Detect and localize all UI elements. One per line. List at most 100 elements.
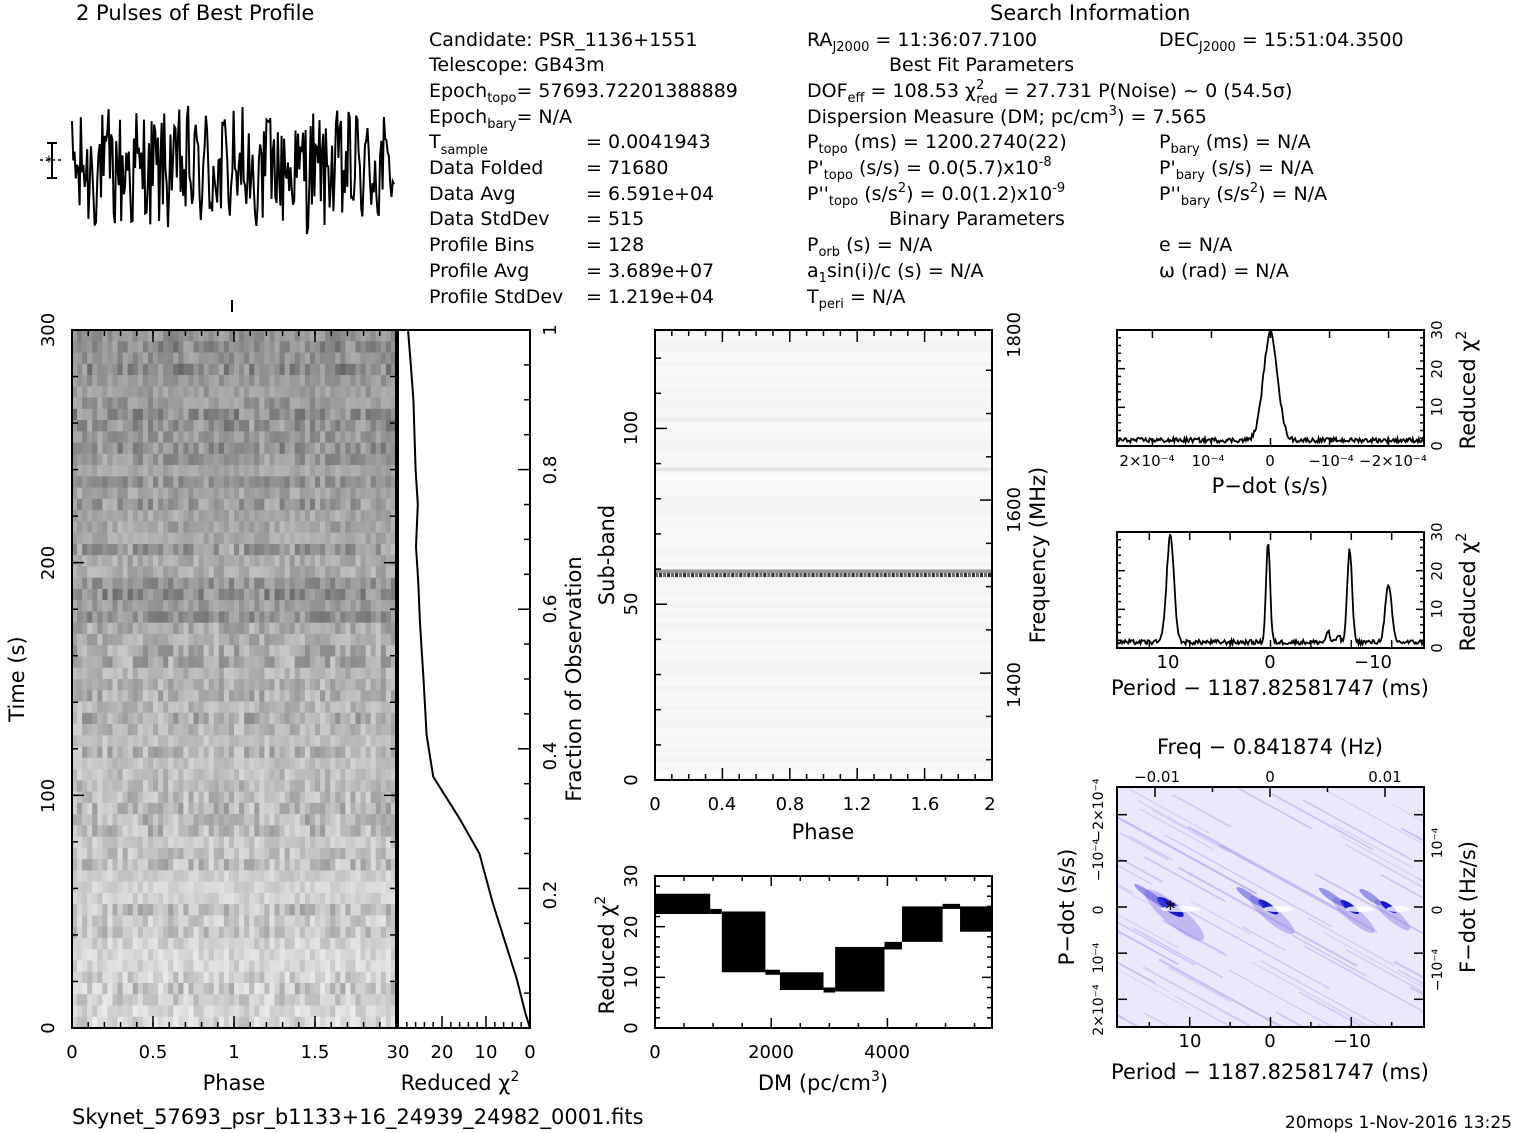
time-phase-cell bbox=[112, 633, 119, 646]
time-phase-cell bbox=[274, 386, 281, 399]
time-phase-cell bbox=[173, 679, 179, 691]
time-phase-cell bbox=[97, 915, 103, 928]
time-phase-cell bbox=[178, 859, 184, 871]
ppdot-streak bbox=[1275, 1011, 1305, 1027]
time-phase-cell bbox=[173, 442, 179, 455]
time-phase-cell bbox=[92, 498, 98, 511]
time-phase-cell bbox=[249, 622, 255, 635]
time-phase-cell bbox=[183, 746, 190, 759]
time-phase-cell bbox=[97, 836, 103, 849]
dm-ytick-1: 10 bbox=[621, 966, 642, 989]
time-phase-cell bbox=[309, 712, 316, 725]
time-phase-cell bbox=[82, 532, 88, 545]
time-phase-cell bbox=[294, 679, 301, 691]
time-phase-cell bbox=[360, 555, 367, 568]
time-phase-cell bbox=[198, 881, 205, 894]
time-phase-cell bbox=[193, 645, 200, 658]
pp-title: Freq − 0.841874 (Hz) bbox=[1157, 735, 1383, 759]
time-phase-cell bbox=[330, 1005, 336, 1018]
time-phase-cell bbox=[274, 510, 281, 522]
time-phase-cell bbox=[72, 397, 78, 410]
time-phase-cell bbox=[102, 397, 109, 410]
time-phase-cell bbox=[284, 825, 291, 838]
subband-row bbox=[655, 537, 992, 542]
time-phase-cell bbox=[208, 690, 215, 703]
ppdot-streak bbox=[1171, 793, 1232, 828]
time-phase-cell bbox=[350, 859, 357, 871]
time-phase-cell bbox=[239, 622, 245, 635]
time-phase-cell bbox=[218, 712, 225, 725]
time-phase-cell bbox=[72, 521, 78, 534]
time-phase-cell bbox=[183, 994, 190, 1007]
time-phase-cell bbox=[259, 487, 265, 500]
time-phase-cell bbox=[274, 926, 281, 939]
time-phase-cell bbox=[223, 971, 230, 984]
time-phase-cell bbox=[102, 465, 109, 477]
time-phase-cell bbox=[92, 667, 98, 680]
time-phase-cell bbox=[345, 780, 352, 793]
time-phase-cell bbox=[385, 825, 392, 838]
time-phase-cell bbox=[188, 679, 195, 691]
time-phase-cell bbox=[330, 679, 336, 691]
time-phase-cell bbox=[112, 937, 119, 950]
time-phase-cell bbox=[320, 994, 326, 1007]
subband-row bbox=[655, 337, 992, 341]
time-phase-cell bbox=[107, 577, 114, 590]
time-phase-cell bbox=[72, 363, 78, 376]
time-phase-cell bbox=[142, 712, 149, 725]
time-phase-cell bbox=[127, 588, 134, 601]
time-phase-cell bbox=[239, 712, 245, 725]
time-phase-cell bbox=[223, 679, 230, 691]
time-phase-cell bbox=[244, 724, 250, 736]
time-phase-cell bbox=[77, 825, 83, 838]
subband-cell bbox=[727, 572, 731, 578]
time-phase-cell bbox=[385, 949, 392, 962]
time-phase-cell bbox=[102, 510, 109, 522]
time-phase-cell bbox=[289, 870, 296, 883]
time-phase-cell bbox=[137, 904, 144, 917]
time-phase-cell bbox=[375, 982, 382, 995]
time-phase-cell bbox=[274, 870, 281, 883]
time-phase-cell bbox=[153, 971, 159, 984]
time-phase-cell bbox=[223, 487, 230, 500]
time-phase-cell bbox=[340, 960, 346, 973]
time-phase-cell bbox=[218, 679, 225, 691]
time-phase-cell bbox=[112, 847, 119, 860]
time-phase-cell bbox=[340, 814, 346, 826]
time-phase-cell bbox=[213, 780, 220, 793]
time-phase-cell bbox=[249, 949, 255, 962]
time-phase-cell bbox=[254, 611, 260, 624]
time-phase-cell bbox=[92, 510, 98, 522]
time-phase-cell bbox=[188, 645, 195, 658]
time-phase-cell bbox=[97, 712, 103, 725]
time-phase-cell bbox=[315, 814, 321, 826]
time-phase-cell bbox=[340, 498, 346, 511]
time-phase-cell bbox=[97, 375, 103, 387]
time-phase-cell bbox=[82, 408, 88, 421]
time-phase-cell bbox=[259, 577, 265, 590]
time-phase-cell bbox=[117, 397, 124, 410]
time-phase-cell bbox=[234, 971, 240, 984]
time-phase-cell bbox=[345, 892, 352, 905]
subband-cell bbox=[743, 572, 747, 578]
time-phase-cell bbox=[355, 397, 362, 410]
time-phase-cell bbox=[320, 645, 326, 658]
time-phase-cell bbox=[350, 892, 357, 905]
time-phase-cell bbox=[289, 1005, 296, 1018]
time-phase-cell bbox=[218, 802, 225, 815]
time-phase-cell bbox=[375, 510, 382, 522]
time-phase-cell bbox=[198, 847, 205, 860]
time-phase-cell bbox=[87, 498, 93, 511]
time-phase-cell bbox=[102, 633, 109, 646]
pp-xtick-2: −10 bbox=[1333, 1031, 1371, 1052]
time-phase-cell bbox=[315, 859, 321, 871]
time-phase-cell bbox=[325, 1005, 331, 1018]
time-phase-cell bbox=[320, 386, 326, 399]
time-phase-cell bbox=[325, 611, 331, 624]
time-phase-cell bbox=[72, 555, 78, 568]
time-phase-cell bbox=[77, 915, 83, 928]
time-phase-cell bbox=[82, 836, 88, 849]
time-phase-cell bbox=[137, 982, 144, 995]
time-phase-cell bbox=[137, 453, 144, 466]
time-phase-cell bbox=[168, 994, 174, 1007]
